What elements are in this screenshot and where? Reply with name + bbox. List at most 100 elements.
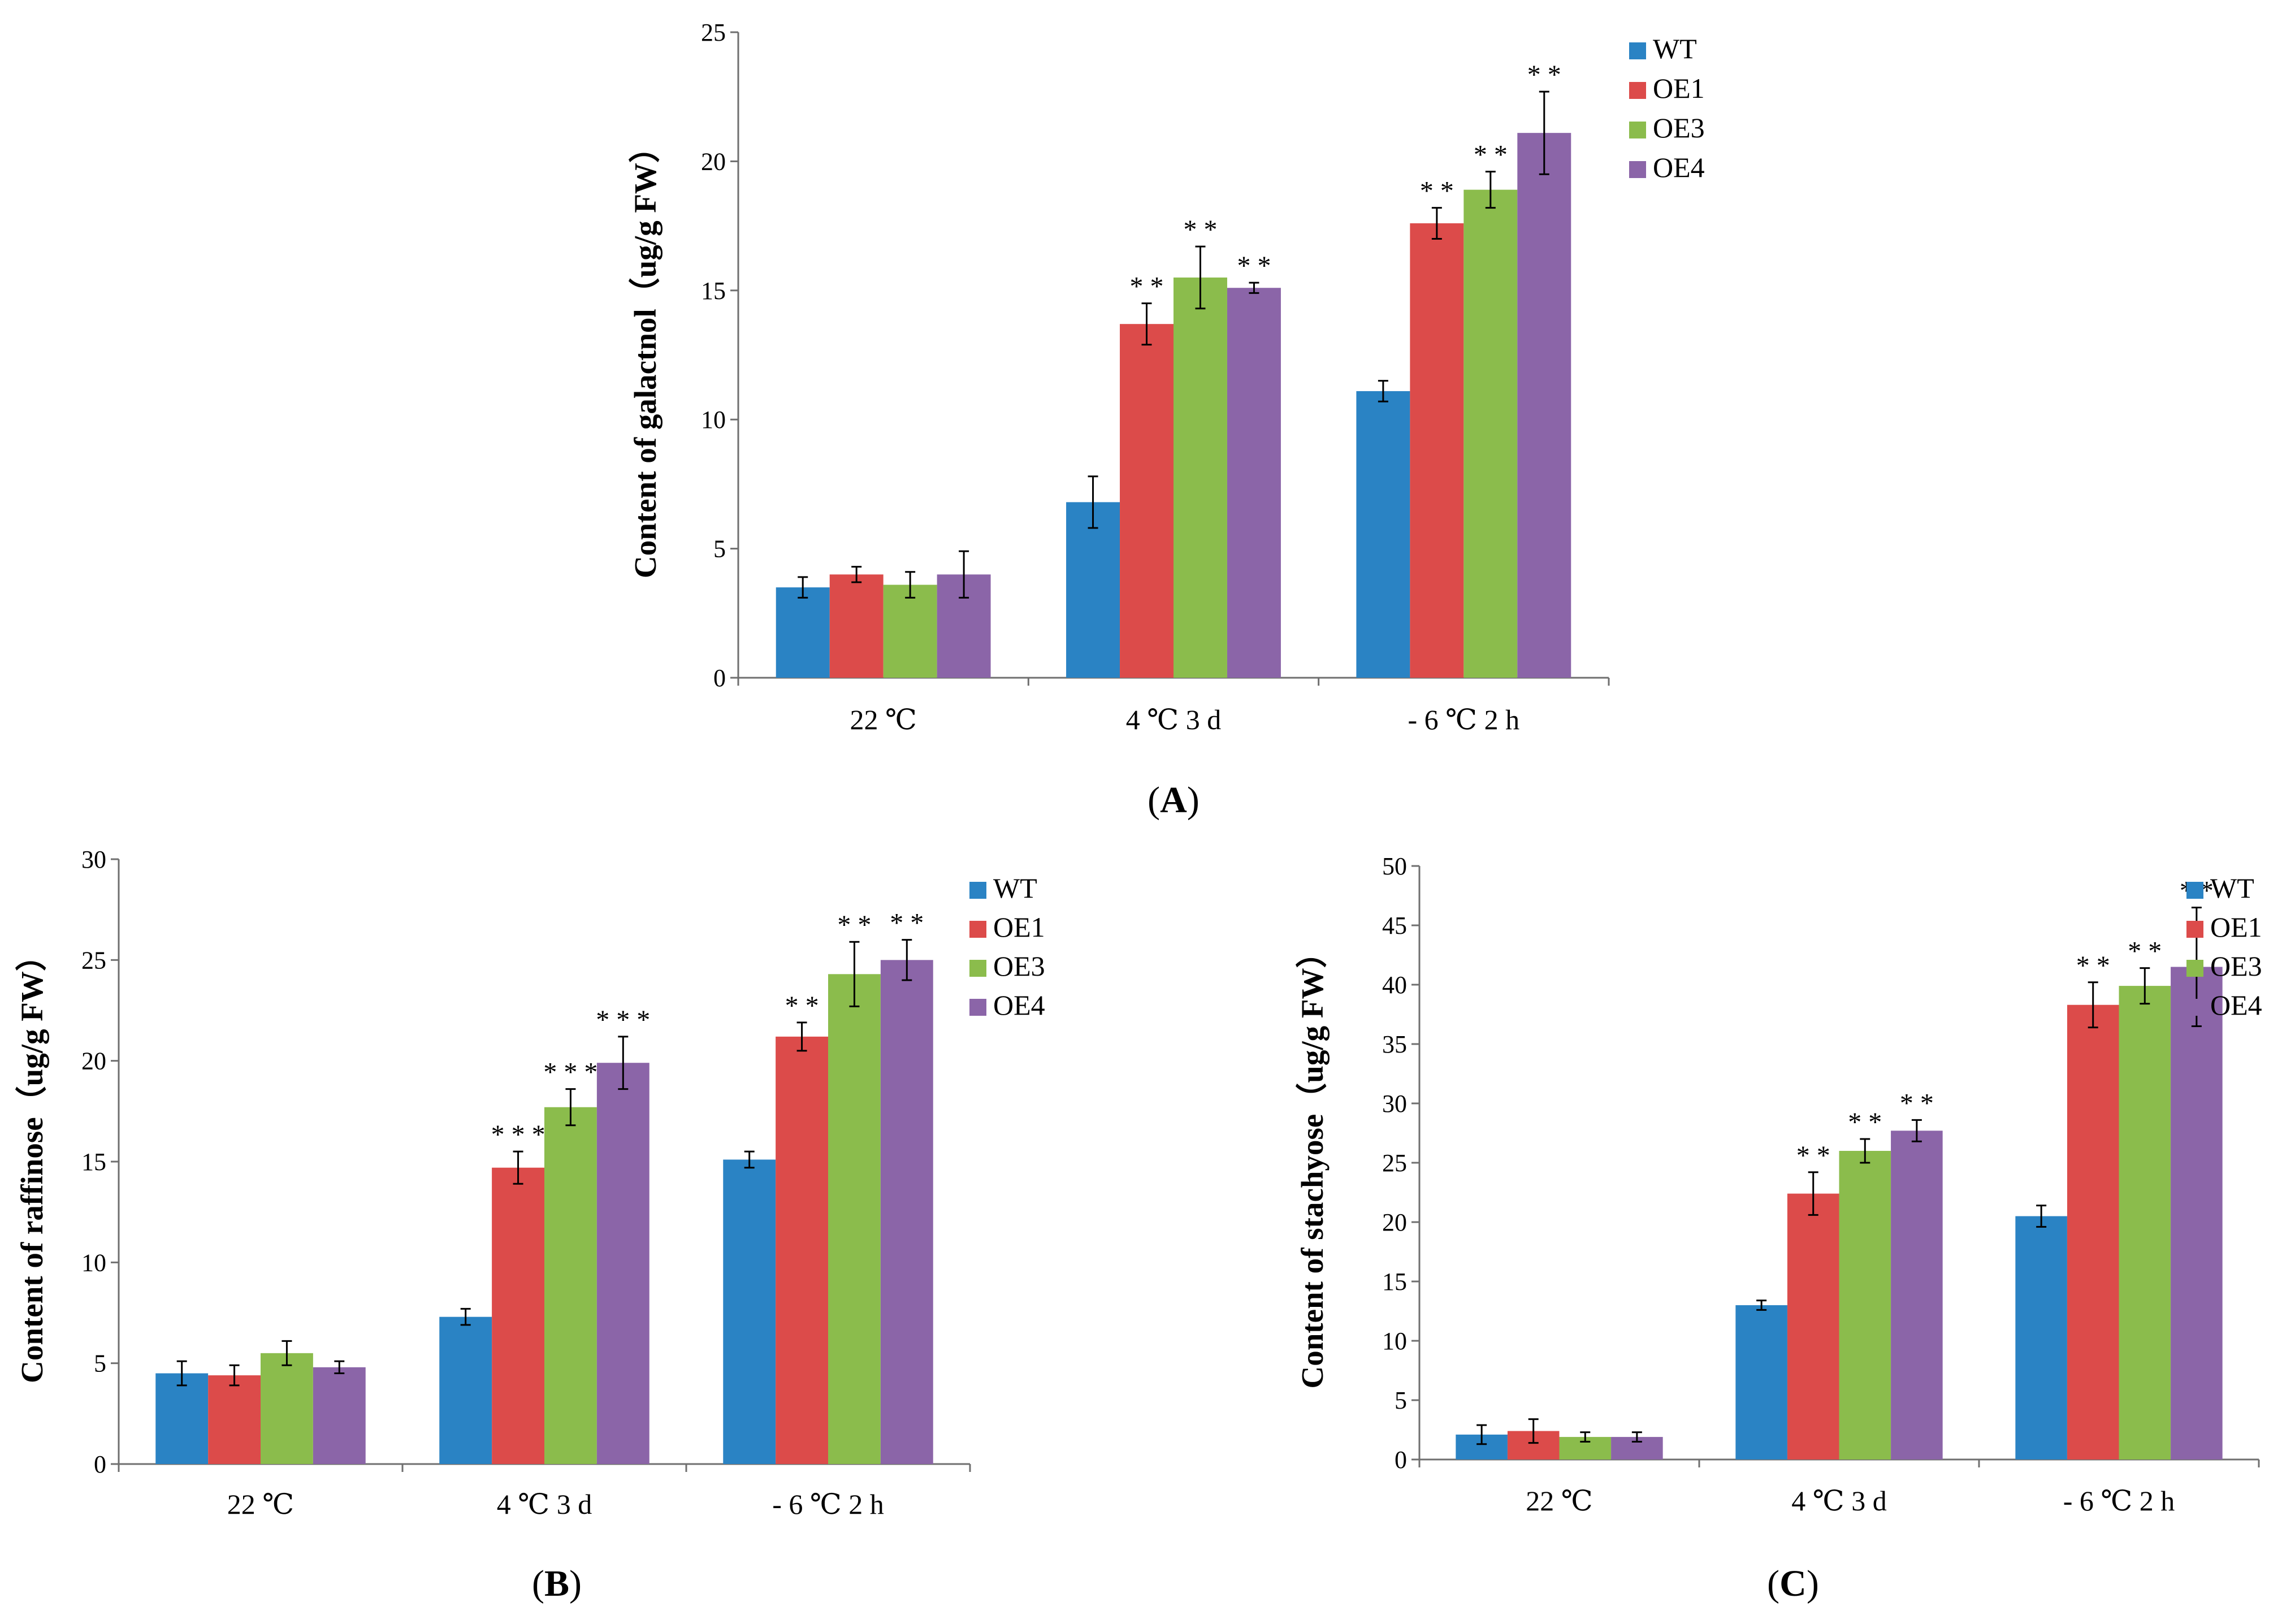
significance-label: * * <box>2128 937 2162 967</box>
y-tick-label: 10 <box>1382 1327 1407 1355</box>
legend-swatch-wt <box>1629 42 1646 59</box>
y-tick-label: 5 <box>94 1350 106 1378</box>
y-tick-label: 10 <box>701 406 726 434</box>
legend-swatch-oe1 <box>1629 82 1646 99</box>
legend-swatch-oe1 <box>2186 921 2203 938</box>
legend-label-oe4: OE4 <box>993 989 1045 1021</box>
bar-oe1 <box>1787 1193 1839 1460</box>
bar-wt <box>155 1373 209 1464</box>
panel-label-open: ( <box>532 1563 544 1604</box>
significance-label: * * * <box>491 1120 545 1150</box>
y-tick-label: 15 <box>1382 1268 1407 1296</box>
legend-label-oe3: OE3 <box>1653 112 1705 144</box>
bar-wt <box>2015 1216 2067 1460</box>
chart-panel-c: 0 5 10 15 20 25 30 35 40 45 50 22 ℃ * * * * * * 4 ℃ 3 d… <box>1295 852 2262 1604</box>
bar-oe4 <box>313 1367 366 1464</box>
panel-label: (A) <box>1148 779 1200 821</box>
legend-label-wt: WT <box>993 872 1037 904</box>
bar-oe3 <box>828 974 881 1464</box>
significance-label: * * <box>2076 951 2110 981</box>
bar-wt <box>1356 391 1410 678</box>
y-tick-label: 0 <box>713 664 726 692</box>
bar-oe3 <box>544 1107 597 1464</box>
bar-oe4 <box>2171 967 2223 1460</box>
legend-swatch-oe4 <box>969 999 986 1016</box>
panel-label-close: ) <box>569 1563 582 1604</box>
panel-label-letter: C <box>1779 1563 1807 1604</box>
bar-oe4 <box>1891 1131 1943 1460</box>
panel-label-letter: B <box>544 1563 569 1604</box>
y-tick-label: 5 <box>713 535 726 563</box>
significance-label: * * <box>1237 251 1271 281</box>
bar-oe4 <box>1517 133 1571 678</box>
y-tick-label: 20 <box>701 148 726 175</box>
bar-oe1 <box>1120 324 1174 678</box>
bar-oe1 <box>1410 223 1464 678</box>
significance-label: * * <box>1900 1088 1934 1118</box>
significance-label: * * <box>1527 60 1561 90</box>
bar-oe3 <box>1463 189 1518 678</box>
bar-oe3 <box>883 584 937 678</box>
x-category-label: 4 ℃ 3 d <box>1126 704 1221 735</box>
y-tick-label: 40 <box>1382 971 1407 999</box>
legend-label-oe1: OE1 <box>2210 911 2262 943</box>
bar-oe3 <box>261 1353 313 1464</box>
y-tick-label: 30 <box>1382 1090 1407 1118</box>
bar-oe4 <box>1227 288 1281 678</box>
panel-label: (C) <box>1767 1563 1819 1604</box>
legend-label-wt: WT <box>1653 33 1697 64</box>
y-tick-label: 25 <box>701 19 726 46</box>
bar-oe1 <box>492 1167 544 1464</box>
bar-oe4 <box>880 960 933 1464</box>
y-tick-label: 0 <box>94 1450 106 1478</box>
y-tick-label: 0 <box>1395 1446 1407 1474</box>
bar-oe1 <box>208 1375 261 1464</box>
legend-label-oe3: OE3 <box>993 950 1045 982</box>
significance-label: * * * <box>596 1005 650 1035</box>
significance-label: * * <box>890 908 924 938</box>
significance-label: * * <box>1848 1107 1882 1137</box>
legend-label-oe1: OE1 <box>1653 72 1705 104</box>
chart-panel-a: 0 5 10 15 20 25 22 ℃ * * * * * * 4 ℃ 3 d * * * * * * -… <box>628 19 1705 821</box>
chart-panel-b: 0 5 10 15 20 25 30 22 ℃ * * * * * * * * * 4 ℃ 3 d * … <box>15 846 1045 1604</box>
bar-oe3 <box>1174 277 1227 678</box>
panel-label-close: ) <box>1187 779 1200 821</box>
bar-wt <box>1066 502 1120 678</box>
y-tick-label: 20 <box>1382 1209 1407 1236</box>
bar-oe1 <box>2067 1004 2119 1460</box>
legend-swatch-wt <box>969 882 986 899</box>
x-category-label: 22 ℃ <box>850 704 916 735</box>
x-category-label: 22 ℃ <box>227 1488 294 1520</box>
y-axis-title: Content of raffinose（ug/g FW） <box>15 940 49 1383</box>
y-tick-label: 45 <box>1382 912 1407 939</box>
legend-label-oe4: OE4 <box>2210 989 2262 1021</box>
y-tick-label: 35 <box>1382 1030 1407 1058</box>
y-tick-label: 25 <box>81 946 106 974</box>
y-tick-label: 15 <box>701 277 726 305</box>
legend-label-oe3: OE3 <box>2210 950 2262 982</box>
bar-wt <box>1735 1305 1787 1460</box>
x-category-label: 4 ℃ 3 d <box>497 1488 592 1520</box>
significance-label: * * <box>1130 272 1164 302</box>
x-category-label: - 6 ℃ 2 h <box>2063 1485 2175 1517</box>
legend-swatch-oe3 <box>1629 122 1646 138</box>
legend-swatch-oe3 <box>2186 960 2203 977</box>
x-category-label: - 6 ℃ 2 h <box>772 1488 884 1520</box>
y-axis-title: Content of galactnol（ug/g FW） <box>628 132 662 578</box>
legend-label-oe1: OE1 <box>993 911 1045 943</box>
bar-oe4 <box>596 1063 649 1464</box>
x-category-label: 22 ℃ <box>1526 1485 1592 1517</box>
legend-swatch-oe3 <box>969 960 986 977</box>
panel-label: (B) <box>532 1563 582 1604</box>
bar-oe3 <box>2119 986 2171 1460</box>
bar-wt <box>776 587 830 678</box>
y-tick-label: 50 <box>1382 852 1407 880</box>
bar-oe1 <box>776 1036 828 1464</box>
legend-swatch-oe4 <box>1629 161 1646 178</box>
y-tick-label: 25 <box>1382 1149 1407 1177</box>
y-tick-label: 20 <box>81 1047 106 1075</box>
bar-oe3 <box>1839 1151 1891 1460</box>
legend-swatch-wt <box>2186 882 2203 899</box>
panel-label-letter: A <box>1160 779 1187 821</box>
